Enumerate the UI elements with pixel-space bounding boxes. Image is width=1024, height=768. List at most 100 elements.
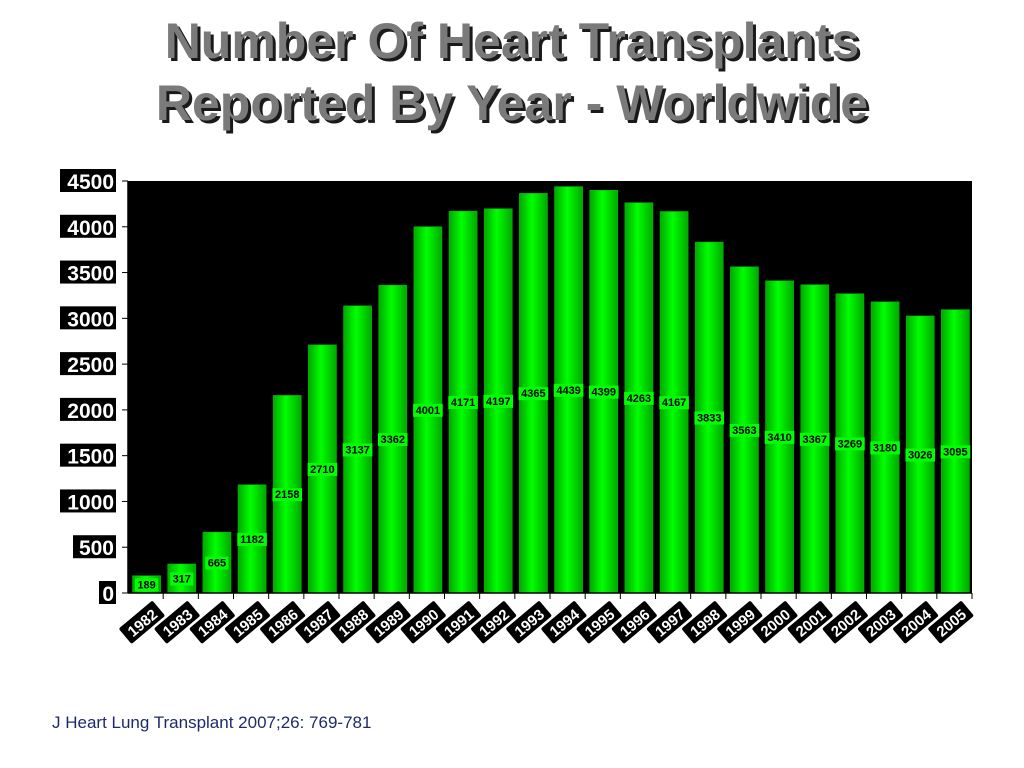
data-label-box bbox=[870, 441, 900, 455]
y-tick-label: 500 bbox=[79, 537, 114, 560]
y-tick-badge bbox=[60, 489, 116, 513]
x-tick-badge bbox=[154, 601, 200, 644]
data-label: 3833 bbox=[697, 413, 721, 425]
x-tick-badge bbox=[224, 601, 270, 644]
x-tick-badge bbox=[435, 601, 481, 644]
data-label: 4197 bbox=[486, 396, 510, 408]
y-tick-badge bbox=[60, 260, 116, 284]
data-label: 3362 bbox=[381, 434, 405, 446]
y-tick-label: 2500 bbox=[67, 354, 114, 377]
data-label-box bbox=[729, 423, 760, 437]
x-tick-label-group: 1983 bbox=[154, 601, 200, 644]
data-label-box bbox=[588, 385, 619, 399]
data-label-box bbox=[307, 462, 338, 476]
data-label: 4171 bbox=[451, 397, 475, 409]
data-label: 1182 bbox=[240, 534, 264, 546]
data-label: 3269 bbox=[838, 438, 862, 450]
x-tick-label-group: 1984 bbox=[189, 601, 235, 644]
bar-chart: 189 317 665 1182 2158 2710 3137 3362 4001 4171 419… bbox=[60, 169, 974, 644]
title-line-1: Number Of Heart Transplants bbox=[164, 13, 860, 69]
data-label: 2158 bbox=[275, 489, 299, 501]
x-tick-badge bbox=[330, 601, 376, 644]
data-label-box bbox=[342, 443, 373, 457]
x-tick-label-group: 1992 bbox=[471, 601, 517, 644]
x-tick-label-group: 2004 bbox=[893, 601, 939, 644]
x-tick-badge bbox=[400, 601, 446, 644]
data-label-box bbox=[764, 430, 795, 444]
y-tick-label: 2000 bbox=[67, 400, 114, 423]
x-tick-badge bbox=[682, 601, 728, 644]
x-tick-badge bbox=[611, 601, 657, 644]
data-label-box bbox=[448, 396, 478, 410]
data-label: 3137 bbox=[345, 444, 369, 456]
data-label-box bbox=[624, 391, 654, 405]
y-tick-label: 1000 bbox=[67, 491, 114, 514]
data-label-box bbox=[518, 387, 549, 401]
data-label: 3367 bbox=[803, 434, 827, 446]
data-label: 3410 bbox=[767, 432, 791, 444]
x-tick-badge bbox=[189, 601, 235, 644]
x-tick-label-group: 1997 bbox=[646, 601, 692, 644]
data-label: 3563 bbox=[732, 425, 756, 437]
y-tick-label: 3500 bbox=[67, 263, 114, 286]
y-tick-badge bbox=[60, 443, 116, 467]
x-tick-label-group: 1996 bbox=[611, 601, 657, 644]
data-label: 4263 bbox=[627, 393, 651, 405]
data-label: 4167 bbox=[662, 397, 686, 409]
y-tick-label: 3000 bbox=[67, 308, 114, 331]
x-tick-label-group: 1987 bbox=[295, 601, 341, 644]
x-tick-label-group: 1991 bbox=[435, 601, 481, 644]
data-label-box bbox=[835, 437, 865, 451]
x-tick-badge bbox=[752, 601, 798, 644]
x-tick-badge bbox=[893, 601, 939, 644]
x-tick-badge bbox=[787, 601, 833, 644]
data-label-box bbox=[483, 394, 514, 408]
data-label-box bbox=[694, 411, 725, 425]
data-label-box bbox=[940, 445, 971, 459]
x-tick-badge bbox=[822, 601, 868, 644]
x-tick-badge bbox=[646, 601, 692, 644]
x-tick-label-group: 1985 bbox=[224, 601, 270, 644]
x-tick-badge bbox=[119, 601, 165, 644]
x-tick-badge bbox=[295, 601, 341, 644]
data-label-box bbox=[905, 448, 936, 462]
x-tick-label-group: 2000 bbox=[752, 601, 798, 644]
data-label-box bbox=[799, 432, 830, 446]
title-line-2: Reported By Year - Worldwide bbox=[155, 75, 869, 131]
data-label: 3095 bbox=[943, 446, 967, 458]
y-tick-label: 4500 bbox=[67, 171, 114, 194]
data-label-box bbox=[659, 396, 689, 410]
x-tick-label-group: 1988 bbox=[330, 601, 376, 644]
data-label-box bbox=[377, 433, 408, 447]
data-label: 4001 bbox=[416, 405, 440, 417]
x-tick-badge bbox=[857, 601, 903, 644]
y-tick-badge bbox=[60, 306, 116, 330]
data-label: 2710 bbox=[310, 464, 334, 476]
x-tick-label-group: 2001 bbox=[787, 601, 833, 644]
x-tick-label-group: 1995 bbox=[576, 601, 622, 644]
data-label-box bbox=[413, 403, 443, 417]
page-title: Number Of Heart Transplants Reported By … bbox=[0, 10, 1024, 134]
x-tick-label-group: 2002 bbox=[822, 601, 868, 644]
data-label-box bbox=[553, 383, 584, 397]
data-label: 189 bbox=[137, 579, 155, 591]
data-label: 4365 bbox=[521, 388, 545, 400]
x-tick-label-group: 1986 bbox=[260, 601, 306, 644]
x-tick-label-group: 1989 bbox=[365, 601, 411, 644]
y-tick-badge bbox=[60, 352, 116, 376]
y-tick-badge bbox=[99, 581, 116, 604]
y-tick-badge bbox=[60, 169, 116, 192]
x-tick-badge bbox=[260, 601, 306, 644]
x-tick-badge bbox=[717, 601, 763, 644]
data-label-box bbox=[237, 532, 267, 546]
x-tick-label-group: 1998 bbox=[682, 601, 728, 644]
x-tick-label-group: 1999 bbox=[717, 601, 763, 644]
data-label-box bbox=[134, 578, 159, 592]
x-tick-label-group: 2005 bbox=[928, 601, 974, 644]
y-tick-badge bbox=[60, 214, 116, 238]
data-label: 3026 bbox=[908, 449, 932, 461]
data-label: 3180 bbox=[873, 442, 897, 454]
data-label: 665 bbox=[208, 558, 226, 570]
x-tick-label-group: 2003 bbox=[857, 601, 903, 644]
citation: J Heart Lung Transplant 2007;26: 769-781 bbox=[52, 713, 372, 732]
